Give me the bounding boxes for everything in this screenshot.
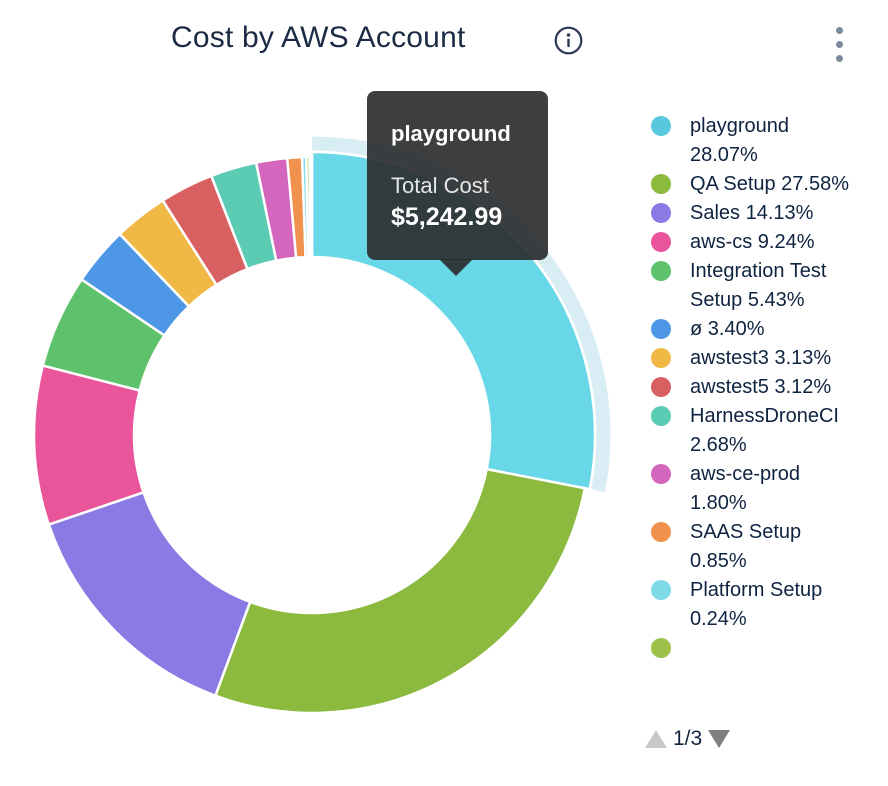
legend-dot (651, 377, 671, 397)
legend-item-platform[interactable]: Platform Setup 0.24% (649, 576, 875, 634)
legend-item-qa[interactable]: QA Setup 27.58% (649, 170, 875, 199)
legend-item-truncated[interactable] (649, 634, 875, 663)
legend-label: aws-cs 9.24% (690, 231, 815, 253)
legend-item-ø[interactable]: ø 3.40% (649, 315, 875, 344)
legend-item-awstest5[interactable]: awstest5 3.12% (649, 373, 875, 402)
legend-dot (651, 580, 671, 600)
legend-item-awstest3[interactable]: awstest3 3.13% (649, 344, 875, 373)
tooltip-metric-label: Total Cost (391, 173, 489, 198)
tooltip-caret (439, 259, 473, 276)
legend-label: Integration Test Setup 5.43% (690, 260, 827, 311)
legend-dot (651, 232, 671, 252)
legend-page-down-icon[interactable] (708, 730, 731, 748)
kebab-dot (835, 27, 843, 34)
tooltip-series-name: playground (391, 121, 511, 146)
legend-item-aws-cs[interactable]: aws-cs 9.24% (649, 228, 875, 257)
legend-label: playground 28.07% (690, 115, 789, 166)
kebab-dot (835, 55, 843, 62)
legend-dot (651, 464, 671, 484)
legend-dot (651, 174, 671, 194)
page-title: Cost by AWS Account (171, 21, 466, 54)
legend-label: awstest5 3.12% (690, 376, 832, 398)
legend-label: aws-ce-prod 1.80% (690, 463, 801, 514)
legend-label: Platform Setup 0.24% (690, 579, 823, 630)
legend-label: Sales 14.13% (690, 202, 814, 224)
legend-item-aws-ce-prod[interactable]: aws-ce-prod 1.80% (649, 460, 875, 518)
info-icon[interactable] (553, 25, 584, 56)
legend-page-up-icon[interactable] (645, 730, 667, 748)
legend-label (690, 634, 850, 663)
legend-dot (651, 348, 671, 368)
donut-slice-sales[interactable] (47, 490, 252, 698)
legend-label: ø 3.40% (690, 318, 765, 340)
legend-dot (651, 522, 671, 542)
legend-dot (651, 261, 671, 281)
kebab-dot (835, 41, 843, 48)
legend-dot (651, 406, 671, 426)
legend-dot (651, 116, 671, 136)
legend-page-indicator: 1/3 (673, 727, 703, 750)
legend-dot (651, 203, 671, 223)
kebab-menu-icon[interactable] (830, 27, 848, 71)
donut-slice-qa-setup[interactable] (213, 467, 587, 715)
legend-list: playground 28.07% QA Setup 27.58% Sales 14… (649, 112, 875, 679)
legend-item-saas[interactable]: SAAS Setup 0.85% (649, 518, 875, 576)
legend-item-sales[interactable]: Sales 14.13% (649, 199, 875, 228)
legend-item-harnessdroneci[interactable]: HarnessDroneCI 2.68% (649, 402, 875, 460)
donut-slice-other-slice-2[interactable] (308, 155, 314, 259)
legend-dot (651, 319, 671, 339)
legend-item-playground[interactable]: playground 28.07% (649, 112, 875, 170)
legend-label: HarnessDroneCI 2.68% (690, 405, 839, 456)
legend-label: awstest3 3.13% (690, 347, 832, 369)
legend-dot (651, 638, 671, 658)
legend-pagination: 1/3 (645, 727, 731, 751)
legend-label: QA Setup 27.58% (690, 173, 850, 195)
legend-label: SAAS Setup 0.85% (690, 521, 802, 572)
legend-item-integration[interactable]: Integration Test Setup 5.43% (649, 257, 875, 315)
tooltip-metric-value: $5,242.99 (391, 203, 503, 231)
chart-tooltip: playground Total Cost $5,242.99 (367, 91, 548, 276)
